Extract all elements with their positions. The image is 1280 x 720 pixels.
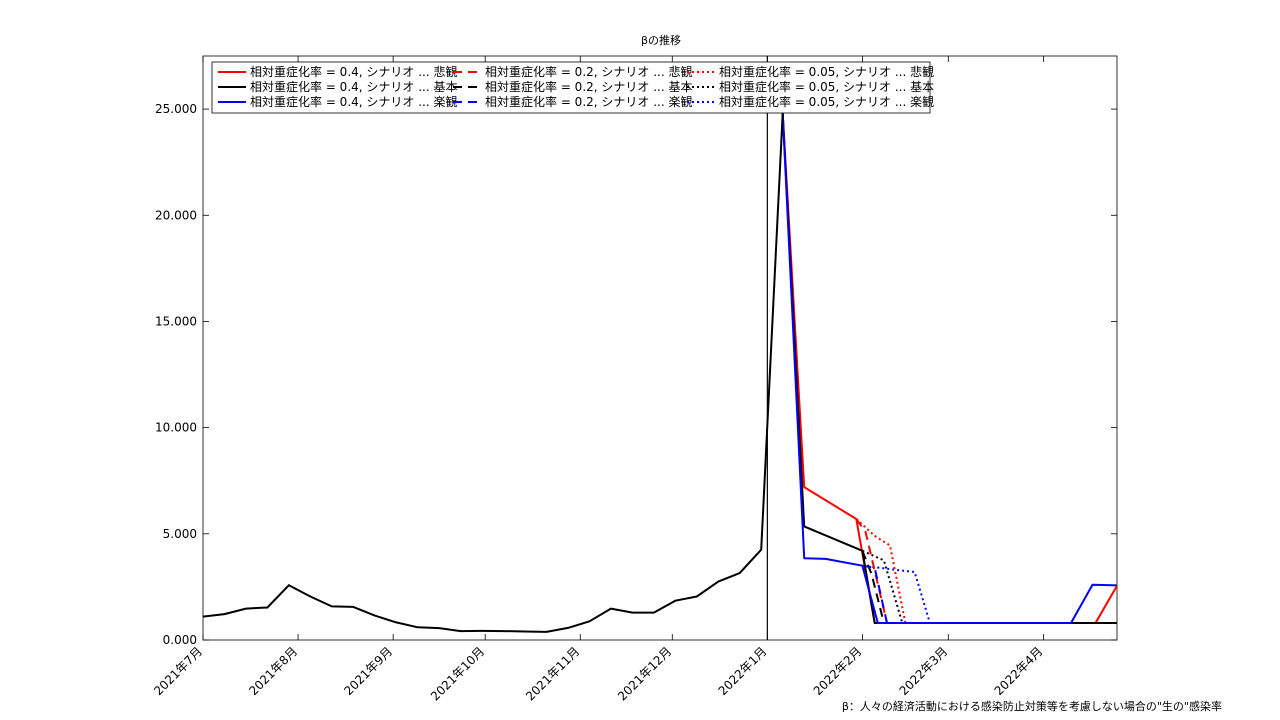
x-tick-label: 2021年8月 <box>246 644 300 698</box>
plot-frame <box>202 55 1118 641</box>
legend-label: 相対重症化率 = 0.2, シナリオ ... 悲観 <box>485 64 692 79</box>
x-tick-label: 2022年2月 <box>811 644 865 698</box>
x-tick-label: 2021年7月 <box>151 644 205 698</box>
legend-box <box>211 61 931 114</box>
x-tick-label: 2021年9月 <box>341 644 395 698</box>
x-tick-label: 2022年1月 <box>716 644 770 698</box>
legend-label: 相対重症化率 = 0.2, シナリオ ... 基本 <box>485 79 692 94</box>
y-tick-label: 5.000 <box>163 527 197 541</box>
series-line-7 <box>861 549 1117 624</box>
y-tick-label: 20.000 <box>155 208 197 222</box>
y-axis: 0.000 5.000 10.000 15.000 20.000 25.000 <box>155 102 1117 647</box>
history-line <box>202 113 784 633</box>
series-line-6 <box>855 518 1117 624</box>
series-layer <box>202 56 1118 640</box>
x-tick-label: 2021年10月 <box>428 644 487 703</box>
x-tick-label: 2021年11月 <box>523 644 582 703</box>
legend-label: 相対重症化率 = 0.4, シナリオ ... 悲観 <box>250 64 457 79</box>
legend-label: 相対重症化率 = 0.4, シナリオ ... 基本 <box>250 79 457 94</box>
legend-label: 相対重症化率 = 0.05, シナリオ ... 悲観 <box>719 64 934 79</box>
chart-footnote: β：人々の経済活動における感染防止対策等を考慮しない場合の"生の"感染率 <box>841 700 1222 713</box>
legend-label: 相対重症化率 = 0.05, シナリオ ... 基本 <box>719 79 934 94</box>
y-tick-label: 15.000 <box>155 314 197 328</box>
series-line-4 <box>861 550 1117 624</box>
series-line-1 <box>781 113 1117 624</box>
legend-label: 相対重症化率 = 0.4, シナリオ ... 楽観 <box>250 94 457 109</box>
legend-label: 相対重症化率 = 0.2, シナリオ ... 楽観 <box>485 94 692 109</box>
x-tick-label: 2022年3月 <box>897 644 951 698</box>
x-tick-label: 2022年4月 <box>992 644 1046 698</box>
chart-title: βの推移 <box>641 33 681 47</box>
y-tick-label: 10.000 <box>155 421 197 435</box>
series-line-0 <box>781 113 1118 624</box>
y-tick-label: 25.000 <box>155 102 197 116</box>
x-tick-label: 2021年12月 <box>615 644 674 703</box>
legend-label: 相対重症化率 = 0.05, シナリオ ... 楽観 <box>719 94 934 109</box>
y-tick-label: 0.000 <box>163 633 197 647</box>
x-axis: 2021年7月 2021年8月 2021年9月 2021年10月 2021年11月 202… <box>151 56 1046 703</box>
series-line-3 <box>855 518 1117 624</box>
series-line-2 <box>781 113 1118 624</box>
